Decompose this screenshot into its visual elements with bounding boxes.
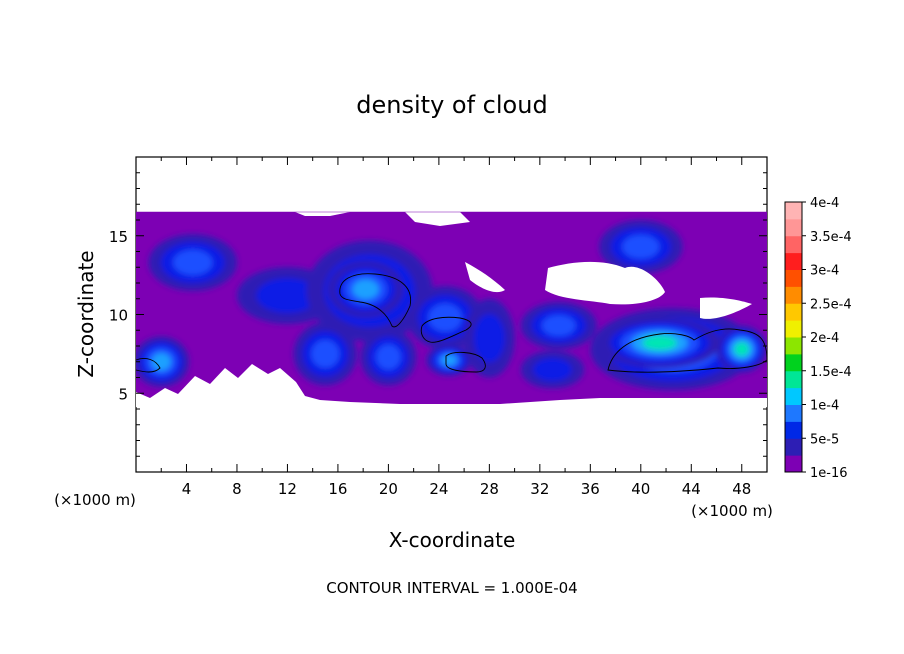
x-tick-label: 16: [328, 480, 347, 498]
density-blob: [734, 342, 749, 356]
density-blob: [311, 339, 340, 368]
contour-lines: [135, 273, 768, 373]
x-tick-label: 40: [631, 480, 650, 498]
colorbar-label: 4e-4: [810, 196, 839, 211]
colorbar-swatch: [785, 252, 802, 270]
x-tick-label: 4: [182, 480, 192, 498]
cloud-field: [136, 212, 767, 407]
colorbar-swatch: [785, 303, 802, 321]
x-tick-label: 20: [379, 480, 398, 498]
y-tick-label: 5: [118, 385, 128, 403]
x-tick-label: 28: [480, 480, 499, 498]
colorbar-swatch: [785, 370, 802, 389]
contour-line: [445, 351, 486, 373]
clear-gap-mid: [465, 262, 505, 293]
x-tick-label: 48: [732, 480, 751, 498]
colorbar-swatch: [785, 269, 802, 287]
colorbar-swatch: [785, 455, 802, 473]
clear-gap-top-left: [295, 212, 350, 216]
x-axis-label: X-coordinate: [389, 528, 516, 552]
x-tick-label: 32: [530, 480, 549, 498]
colorbar-label: 3.5e-4: [810, 230, 852, 245]
colorbar-swatch: [785, 421, 802, 439]
colorbar-label: 1e-4: [810, 399, 839, 414]
x-tick-label: 44: [682, 480, 701, 498]
contour-interval-note: CONTOUR INTERVAL = 1.000E-04: [326, 579, 577, 597]
colorbar-swatch: [785, 218, 802, 237]
contour-line: [339, 273, 412, 328]
colorbar-label: 5e-5: [810, 432, 839, 447]
colorbar-swatch: [785, 202, 802, 220]
density-blob: [256, 278, 319, 314]
colorbar-swatch: [785, 404, 802, 422]
y-tick-label: 15: [109, 228, 128, 246]
chart-title: density of cloud: [356, 91, 547, 119]
density-blob: [642, 335, 678, 351]
colorbar-swatch: [785, 286, 802, 304]
colorbar-swatch: [785, 387, 802, 405]
clear-gap-top-middle: [405, 212, 470, 226]
colorbar-swatch: [785, 337, 802, 355]
contour-line: [135, 357, 161, 373]
density-blob: [352, 279, 379, 300]
contour-line: [420, 316, 472, 343]
density-blob: [173, 249, 213, 276]
density-blob: [473, 313, 505, 363]
contour-line: [607, 328, 768, 373]
x-unit-left: (×1000 m): [54, 491, 136, 509]
colorbar-label: 2.5e-4: [810, 297, 852, 312]
colorbar-swatch: [785, 235, 802, 254]
clear-gap-right: [700, 297, 752, 319]
y-tick-label: 10: [109, 307, 128, 325]
x-tick-label: 24: [429, 480, 448, 498]
y-axis-label: Z-coordinate: [74, 250, 98, 377]
x-unit-right: (×1000 m): [691, 502, 773, 520]
clear-gap-upper-right: [545, 261, 665, 305]
x-tick-label: 8: [232, 480, 242, 498]
density-blob: [441, 354, 457, 366]
density-blob: [622, 234, 660, 259]
colorbar-swatch: [785, 320, 802, 338]
density-blob: [151, 352, 171, 371]
colorbar-label: 1.5e-4: [810, 365, 852, 380]
colorbar-swatch: [785, 353, 802, 372]
density-blob: [541, 315, 576, 337]
cloud-lower-edge: [136, 364, 767, 407]
colorbar-swatch: [785, 438, 802, 456]
density-blob: [533, 357, 572, 382]
x-tick-label: 36: [581, 480, 600, 498]
x-tick-label: 12: [278, 480, 297, 498]
colorbar-label: 2e-4: [810, 331, 839, 346]
colorbar-label: 3e-4: [810, 264, 839, 279]
density-blob: [376, 344, 401, 370]
colorbar-label: 1e-16: [810, 466, 848, 481]
colorbar: 1e-16 5e-5 1e-4 1.5e-4 2e-4 2.5e-4 3e-4 3.5e-4 4…: [784, 196, 852, 481]
